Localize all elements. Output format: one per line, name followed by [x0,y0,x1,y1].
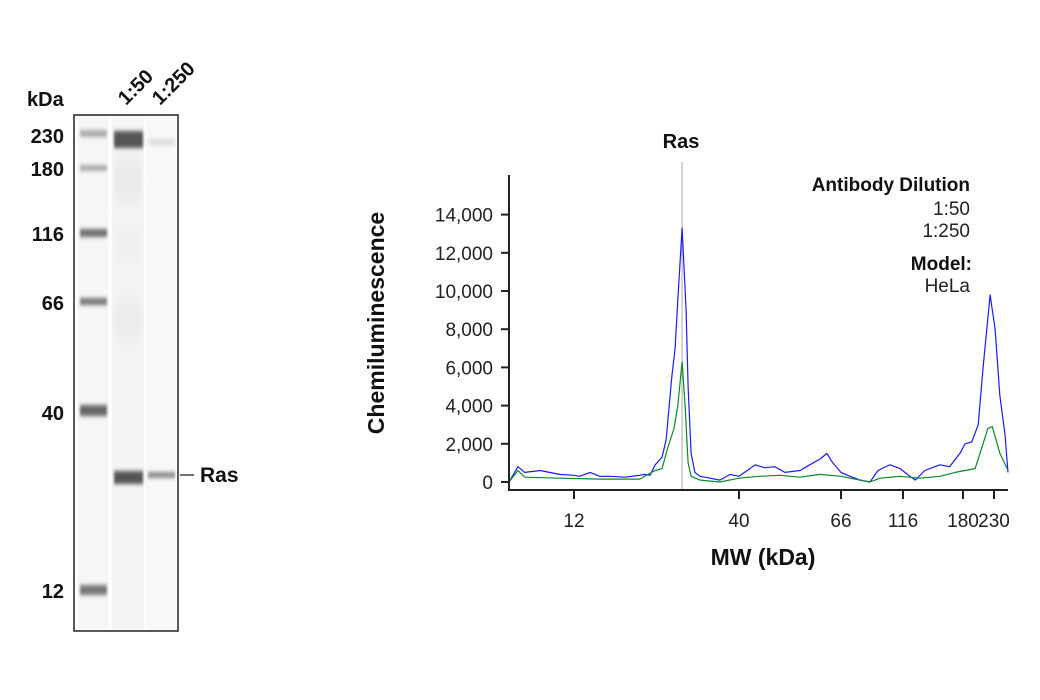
lane-1-band-ras [114,471,143,484]
y-tick-label: 10,000 [435,282,493,303]
y-tick-label: 14,000 [435,206,493,227]
y-tick-label: 8,000 [445,320,493,341]
marker-116: 116 [32,224,64,246]
legend-entry-1-50: 1:50 [933,199,970,220]
legend: Antibody Dilution 1:50 1:250 Model: HeLa [812,175,972,297]
lane-1-band-230 [114,131,143,148]
marker-180: 180 [31,159,64,181]
ladder-band-230 [80,130,107,137]
chart: Ras 0 2,000 4,000 6,000 8,000 10,000 12,000 14,… [363,131,1010,570]
x-tick-label: 40 [728,511,749,532]
ladder-band-116 [80,229,107,237]
model-label: Model: [911,254,972,275]
ras-label: Ras [200,464,239,487]
y-tick-label: 12,000 [435,244,493,265]
lane-1-background [114,160,142,340]
ladder-band-180 [80,165,107,171]
marker-230: 230 [31,126,64,148]
series-line-1-250 [508,361,1009,483]
marker-40: 40 [42,403,64,425]
x-tick-label: 12 [563,511,584,532]
marker-labels: 230 180 116 66 40 12 [31,126,64,603]
y-tick-label: 2,000 [445,435,493,456]
blot-panel: kDa 1:50 1:250 230 18 [27,58,239,632]
ladder-lane [78,117,108,629]
x-tick-label: 66 [830,511,851,532]
series-line-1-50 [508,227,1009,483]
ladder-band-66 [80,298,107,305]
x-tick-label: 116 [888,511,918,532]
ladder-band-40 [80,405,107,416]
y-tick-label: 6,000 [445,358,493,379]
annotation-label: Ras [663,131,700,153]
x-axis-label: MW (kDa) [711,544,816,570]
marker-12: 12 [42,581,64,603]
traces [508,227,1009,483]
marker-66: 66 [42,293,64,315]
y-tick-label: 4,000 [445,397,493,418]
legend-entry-1-250: 1:250 [922,221,970,242]
lane-label-2: 1:250 [148,58,200,110]
sample-bands [114,131,175,484]
x-tick-label: 230 [978,511,1010,532]
lane-2-band-230 [148,139,175,145]
model-value: HeLa [925,276,971,297]
y-ticks: 0 2,000 4,000 6,000 8,000 10,000 12,000 14,000 [435,206,509,494]
y-axis-label: Chemiluminescence [363,212,389,434]
x-tick-label: 180 [947,511,979,532]
x-ticks: 12 40 66 116 180 230 [563,490,1010,532]
ladder-band-12 [80,585,107,595]
kda-label: kDa [27,89,65,111]
legend-title: Antibody Dilution [812,175,970,196]
y-tick-label: 0 [482,473,493,494]
ladder-bands [80,130,107,595]
lane-1 [112,117,144,629]
lane-label-1: 1:50 [114,66,158,110]
lane-2-band-ras [148,472,175,478]
lane-2 [146,117,176,629]
